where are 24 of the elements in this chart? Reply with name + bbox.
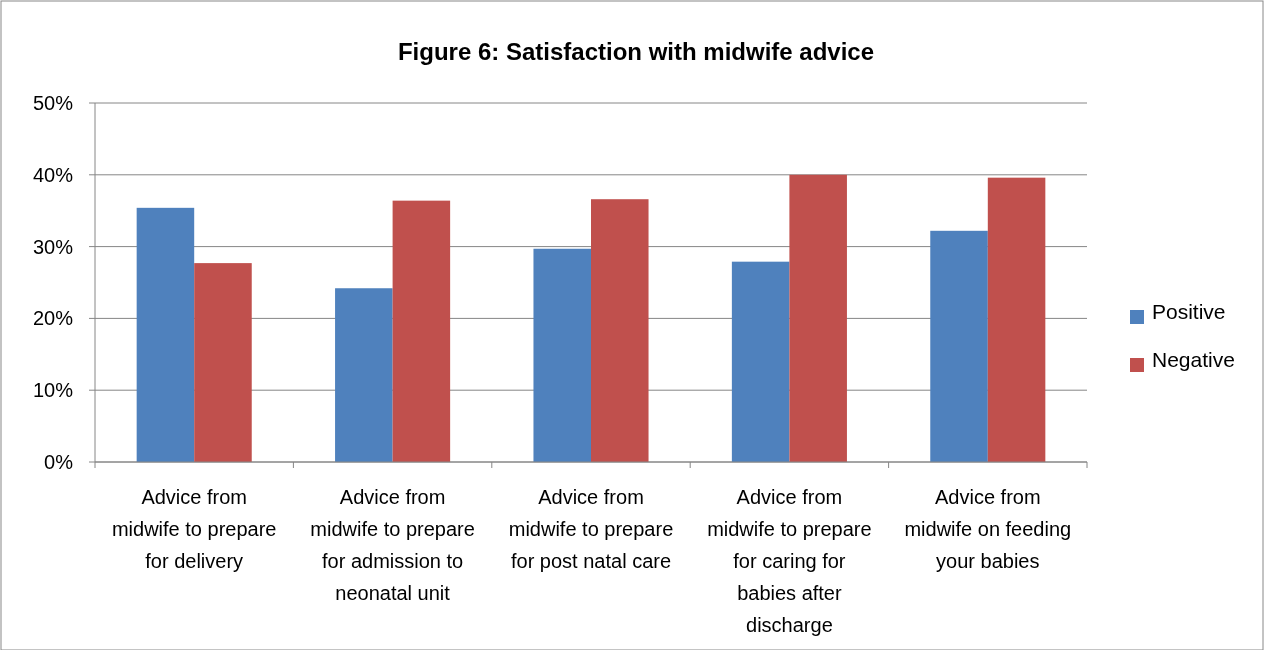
- bar: [731, 261, 790, 462]
- x-tick-label: Advice from midwife to prepare for admission to neonatal unit: [310, 486, 475, 604]
- y-tick-label: 10%: [32, 379, 74, 402]
- y-tick-label: 0%: [44, 451, 74, 473]
- bar: [533, 248, 591, 462]
- bar: [136, 207, 195, 462]
- chart-title: Figure 6: Satisfaction with midwife advice: [397, 38, 875, 65]
- legend-label: Positive: [1152, 300, 1226, 324]
- bar: [789, 174, 847, 462]
- bar: [335, 288, 393, 462]
- x-tick-label: Advice from midwife to prepare for post natal care: [508, 486, 674, 572]
- bar: [392, 200, 451, 462]
- x-tick-label: Advice from midwife to prepare for delivery: [111, 486, 277, 572]
- bar: [987, 177, 1046, 462]
- bar: [930, 230, 988, 462]
- x-tick-label: Advice from midwife on feeding your babies: [904, 486, 1072, 572]
- y-tick-label: 30%: [32, 235, 74, 258]
- x-tick-label: Advice from midwife to prepare for caring for babies after discharge: [707, 486, 872, 636]
- legend-label: Negative: [1152, 348, 1235, 372]
- bar: [194, 263, 252, 462]
- y-tick-label: 50%: [32, 92, 74, 114]
- y-tick-label: 20%: [32, 307, 74, 330]
- bar: [591, 199, 649, 462]
- y-tick-label: 40%: [32, 163, 74, 186]
